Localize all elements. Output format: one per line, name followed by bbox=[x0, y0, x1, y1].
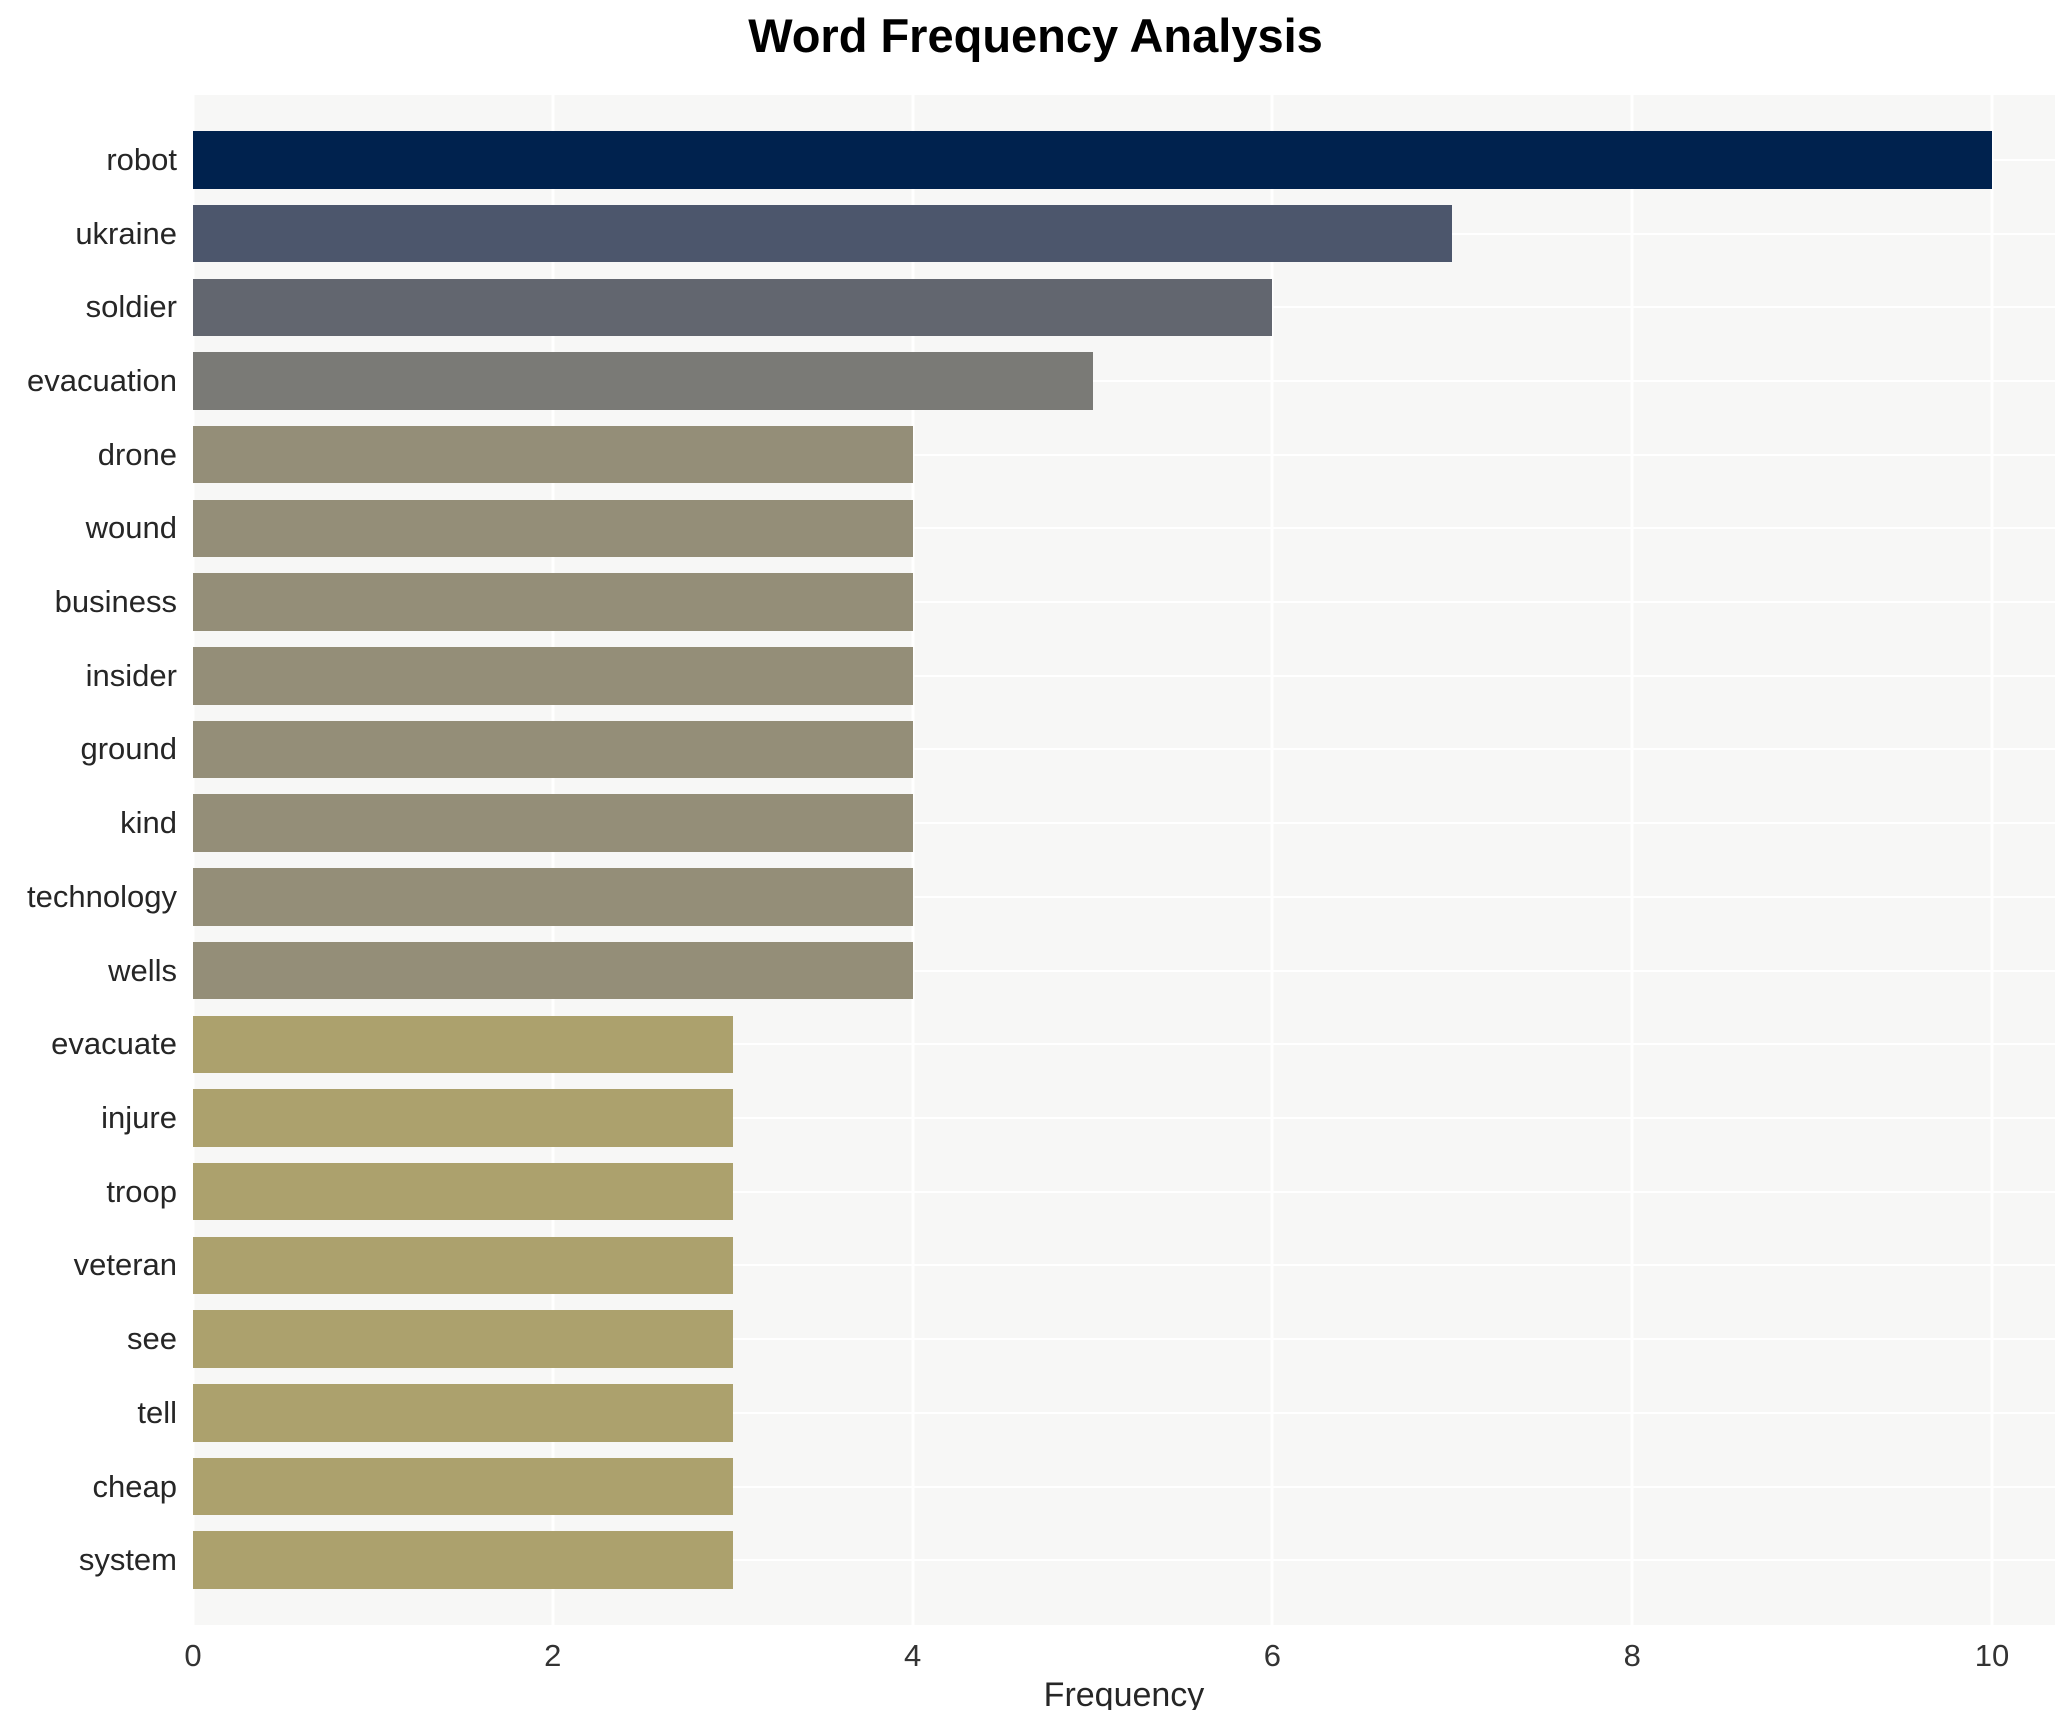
bar-row: system bbox=[79, 1523, 2055, 1597]
v-gridline bbox=[551, 95, 555, 1625]
category-label: cheap bbox=[92, 1468, 177, 1504]
category-label: ground bbox=[80, 731, 177, 767]
h-gridline bbox=[193, 1116, 2055, 1119]
category-label: veteran bbox=[73, 1247, 177, 1283]
plot-area: robot ukraine soldier evacuation drone wound b… bbox=[27, 95, 2055, 1625]
x-axis-ticks: 0 2 4 6 8 10 bbox=[184, 1638, 2055, 1678]
category-label: evacuation bbox=[27, 362, 177, 398]
category-label: tell bbox=[137, 1394, 177, 1430]
h-gridline bbox=[193, 1043, 2055, 1046]
bar bbox=[193, 868, 913, 926]
category-label: technology bbox=[27, 878, 177, 914]
h-gridline bbox=[193, 1338, 2055, 1341]
bar bbox=[193, 1015, 733, 1074]
bar bbox=[193, 794, 913, 852]
h-gridline bbox=[193, 1559, 2055, 1562]
bar bbox=[193, 1531, 733, 1589]
category-label: kind bbox=[120, 805, 177, 841]
v-gridline bbox=[1630, 95, 1634, 1625]
h-gridline bbox=[193, 1411, 2055, 1414]
bar bbox=[193, 573, 913, 631]
bar bbox=[193, 204, 1453, 263]
bar-row: ground bbox=[80, 713, 2055, 787]
h-gridline bbox=[193, 748, 2055, 751]
bar bbox=[193, 1236, 733, 1295]
chart-title: Word Frequency Analysis bbox=[748, 9, 1323, 62]
category-label: troop bbox=[106, 1173, 177, 1209]
category-label: soldier bbox=[85, 289, 177, 325]
bar-row: technology bbox=[27, 860, 2055, 934]
bar bbox=[193, 1384, 733, 1442]
category-label: business bbox=[54, 584, 177, 620]
plot-background bbox=[191, 95, 2055, 1625]
x-tick-label: 8 bbox=[1623, 1638, 1641, 1673]
bar-rows: robot ukraine soldier evacuation drone wound b… bbox=[27, 95, 2055, 1625]
category-label: see bbox=[127, 1321, 177, 1357]
h-gridline bbox=[193, 1264, 2055, 1267]
h-gridline bbox=[193, 674, 2055, 677]
bar-row: tell bbox=[137, 1376, 2055, 1450]
bar bbox=[193, 1457, 733, 1516]
bar-row: veteran bbox=[74, 1229, 2055, 1303]
v-gridline bbox=[191, 95, 195, 1625]
h-gridline bbox=[193, 1190, 2055, 1193]
category-label: evacuate bbox=[51, 1026, 177, 1062]
h-gridline bbox=[193, 527, 2055, 530]
bar bbox=[193, 425, 913, 484]
category-label: insider bbox=[85, 657, 177, 693]
bar-row: evacuation bbox=[27, 344, 2055, 418]
bar bbox=[193, 499, 913, 558]
category-label: ukraine bbox=[75, 215, 177, 251]
h-gridline bbox=[193, 895, 2055, 898]
category-label: drone bbox=[97, 436, 177, 472]
bar bbox=[193, 1162, 733, 1221]
bar-row: soldier bbox=[86, 270, 2055, 344]
bar bbox=[193, 1089, 733, 1147]
category-label: system bbox=[78, 1542, 177, 1578]
bar-row: robot bbox=[106, 123, 2055, 197]
x-tick-label: 6 bbox=[1263, 1638, 1282, 1673]
h-gridline bbox=[193, 379, 2055, 382]
bar bbox=[193, 278, 1273, 336]
bar-row: wound bbox=[86, 492, 2055, 566]
category-label: injure bbox=[101, 1099, 177, 1135]
h-gridline bbox=[193, 969, 2055, 972]
bar-row: cheap bbox=[93, 1450, 2055, 1524]
bar-row: troop bbox=[106, 1155, 2055, 1229]
x-tick-label: 4 bbox=[903, 1638, 922, 1673]
x-tick-label: 2 bbox=[544, 1638, 562, 1673]
bar-row: insider bbox=[86, 639, 2055, 713]
bar-row: business bbox=[55, 565, 2055, 639]
bar bbox=[193, 131, 1993, 189]
bar-row: injure bbox=[101, 1081, 2055, 1155]
bar-row: evacuate bbox=[51, 1007, 2055, 1081]
v-gridline bbox=[1990, 95, 1994, 1625]
bar bbox=[193, 720, 913, 779]
bar bbox=[193, 1310, 733, 1368]
category-label: robot bbox=[106, 141, 177, 177]
bar-row: wells bbox=[108, 934, 2055, 1008]
h-gridline bbox=[193, 1485, 2055, 1488]
category-label: wound bbox=[85, 510, 177, 546]
v-gridline bbox=[911, 95, 915, 1625]
v-gridline bbox=[1270, 95, 1274, 1625]
bar-row: see bbox=[127, 1302, 2055, 1376]
h-gridline bbox=[193, 453, 2055, 456]
h-gridline bbox=[193, 822, 2055, 825]
bar bbox=[193, 647, 913, 705]
x-tick-label: 0 bbox=[184, 1638, 202, 1673]
bar bbox=[193, 941, 913, 1000]
bar-row: ukraine bbox=[75, 197, 2055, 271]
bar bbox=[193, 352, 1093, 410]
bar-row: drone bbox=[98, 418, 2055, 492]
bar-row: kind bbox=[120, 786, 2055, 860]
x-tick-label: 10 bbox=[1974, 1638, 2010, 1673]
category-label: wells bbox=[108, 952, 177, 988]
x-axis-label: Frequency bbox=[1043, 1676, 1205, 1710]
h-gridline bbox=[193, 601, 2055, 604]
